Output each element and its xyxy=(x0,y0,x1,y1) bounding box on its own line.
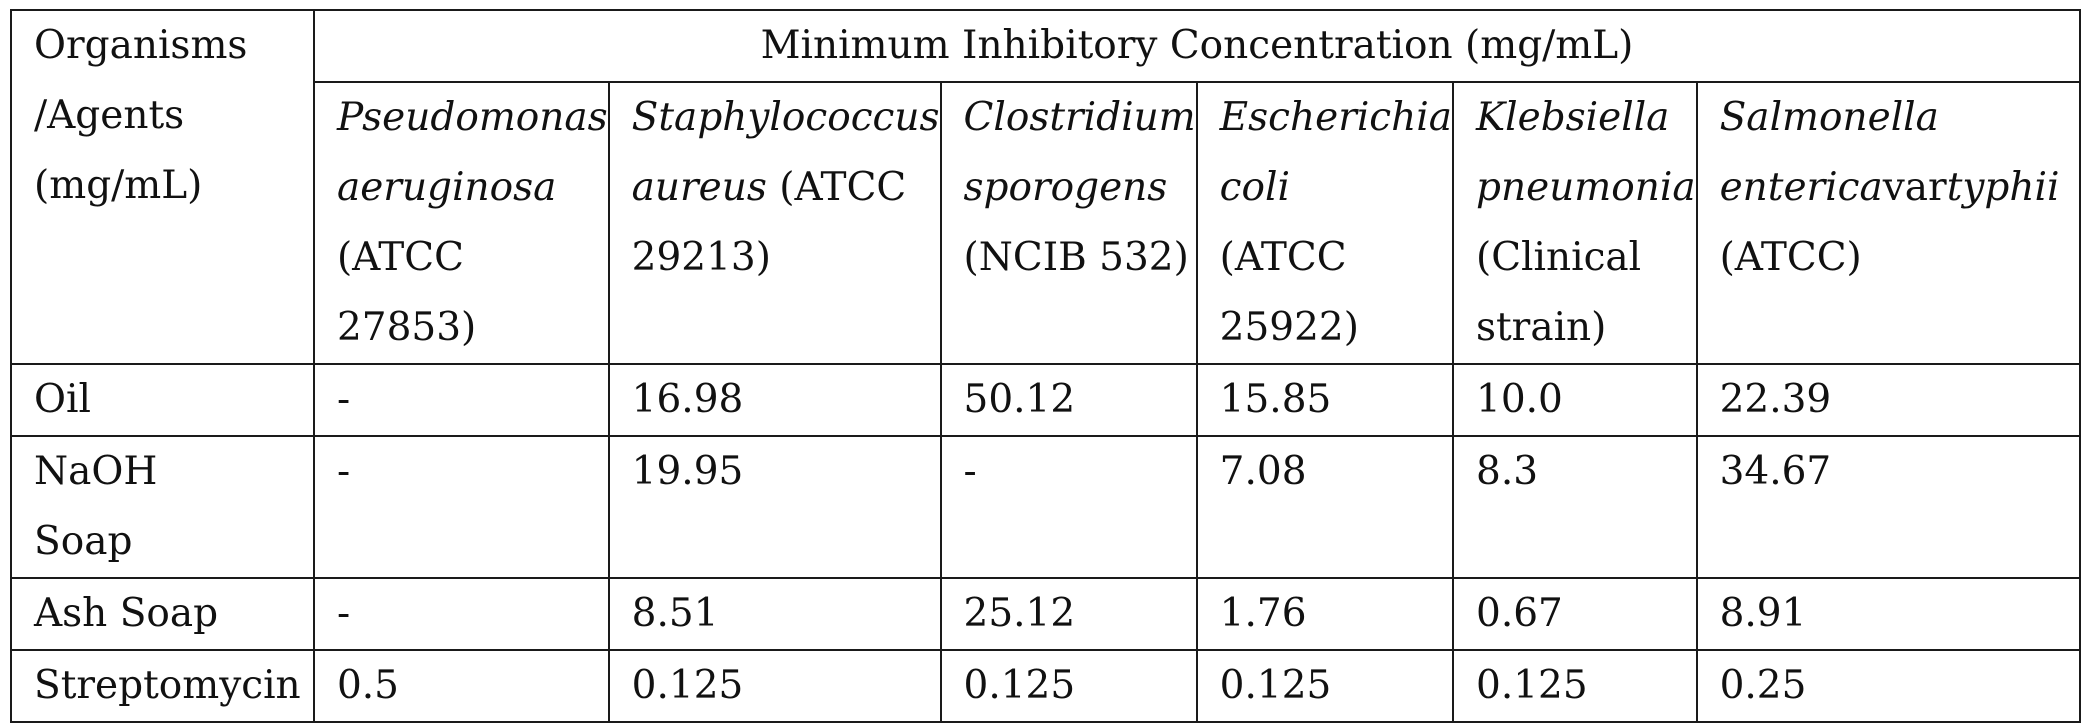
organism-species-line: Escherichia xyxy=(1219,95,1452,140)
mic-value-cell: 15.85 xyxy=(1195,363,1455,437)
corner-header-cell: Organisms /Agents (mg/mL) xyxy=(10,9,315,365)
organism-serovar-fragment: typhii xyxy=(1946,165,2060,210)
organism-species-line: Klebsiella xyxy=(1476,95,1670,140)
organism-species-line: aeruginosa xyxy=(336,165,557,210)
mic-value-cell: 0.5 xyxy=(312,649,610,723)
organism-strain-line: (ATCC xyxy=(336,235,464,280)
mic-value-cell: 0.125 xyxy=(607,649,942,723)
mic-value-cell: 0.67 xyxy=(1452,577,1698,651)
corner-header-line-2: /Agents xyxy=(34,93,185,138)
organism-header-salmonella: Salmonella entericavartyphii (ATCC) xyxy=(1695,81,2081,365)
organism-species-line: pneumonia xyxy=(1476,165,1696,210)
mic-value-cell: 50.12 xyxy=(939,363,1198,437)
organism-strain-line: (ATCC xyxy=(1219,235,1347,280)
mic-value-cell: 22.39 xyxy=(1695,363,2081,437)
organism-strain-line: (Clinical xyxy=(1476,235,1642,280)
organism-species-line: Clostridium xyxy=(963,95,1196,140)
mic-value-cell: 0.125 xyxy=(1452,649,1698,723)
organism-strain-line: (ATCC) xyxy=(1719,235,1862,280)
table-row: Streptomycin 0.5 0.125 0.125 0.125 0.125… xyxy=(10,649,2081,723)
table-title-header: Minimum Inhibitory Concentration (mg/mL) xyxy=(312,9,2081,83)
table-row: NaOH Soap - 19.95 - 7.08 8.3 34.67 xyxy=(10,435,2081,579)
mic-value-cell: 0.125 xyxy=(1195,649,1455,723)
mic-value-cell: - xyxy=(312,435,610,579)
mic-table: Organisms /Agents (mg/mL) Minimum Inhibi… xyxy=(10,9,2081,723)
corner-header-line-1: Organisms xyxy=(34,23,248,68)
organism-header-klebsiella: Klebsiella pneumonia (Clinical strain) xyxy=(1452,81,1698,365)
mic-value-cell: 8.91 xyxy=(1695,577,2081,651)
organism-species-line: coli xyxy=(1219,165,1290,210)
agent-label: NaOH Soap xyxy=(10,435,315,579)
agent-label: Streptomycin xyxy=(10,649,315,723)
mic-value-cell: 25.12 xyxy=(939,577,1198,651)
mic-value-cell: 8.51 xyxy=(607,577,942,651)
organism-strain-line: strain) xyxy=(1476,305,1607,350)
table-row: Oil - 16.98 50.12 15.85 10.0 22.39 xyxy=(10,363,2081,437)
agent-label-line: NaOH xyxy=(34,449,158,494)
organism-header-staphylococcus: Staphylococcus aureus (ATCC 29213) xyxy=(607,81,942,365)
organism-strain-line: (NCIB 532) xyxy=(963,235,1189,280)
mic-value-cell: 19.95 xyxy=(607,435,942,579)
mic-value-cell: 8.3 xyxy=(1452,435,1698,579)
mic-value-cell: - xyxy=(939,435,1198,579)
organism-species-strain-line: aureus (ATCC xyxy=(631,153,939,223)
organism-species-line: Salmonella xyxy=(1719,95,1939,140)
organism-species-fragment: aureus xyxy=(631,165,767,210)
organism-header-clostridium: Clostridium sporogens (NCIB 532) xyxy=(939,81,1198,365)
agent-label: Oil xyxy=(10,363,315,437)
mic-value-cell: 34.67 xyxy=(1695,435,2081,579)
mic-value-cell: - xyxy=(312,363,610,437)
organism-species-fragment: enterica xyxy=(1719,165,1883,210)
organism-header-pseudomonas: Pseudomonas aeruginosa (ATCC 27853) xyxy=(312,81,610,365)
table-row: Ash Soap - 8.51 25.12 1.76 0.67 8.91 xyxy=(10,577,2081,651)
agent-label: Ash Soap xyxy=(10,577,315,651)
mic-value-cell: 10.0 xyxy=(1452,363,1698,437)
mic-value-cell: - xyxy=(312,577,610,651)
organism-species-line: Staphylococcus xyxy=(631,95,940,140)
mic-value-cell: 16.98 xyxy=(607,363,942,437)
corner-header-line-3: (mg/mL) xyxy=(34,163,203,208)
organism-species-line: Pseudomonas xyxy=(336,95,608,140)
organism-strain-fragment: (ATCC xyxy=(766,165,907,210)
organism-species-line: sporogens xyxy=(963,165,1168,210)
mic-value-cell: 0.125 xyxy=(939,649,1198,723)
organism-header-escherichia: Escherichia coli (ATCC 25922) xyxy=(1195,81,1455,365)
mic-value-cell: 0.25 xyxy=(1695,649,2081,723)
mic-value-cell: 1.76 xyxy=(1195,577,1455,651)
agent-label-line: Soap xyxy=(34,519,133,564)
organism-strain-line: 25922) xyxy=(1219,305,1359,350)
mic-value-cell: 7.08 xyxy=(1195,435,1455,579)
organism-var-fragment: var xyxy=(1882,165,1947,210)
organism-species-line: entericavartyphii xyxy=(1719,153,2078,223)
organism-strain-line: 27853) xyxy=(336,305,477,350)
organism-strain-line: 29213) xyxy=(631,235,771,280)
